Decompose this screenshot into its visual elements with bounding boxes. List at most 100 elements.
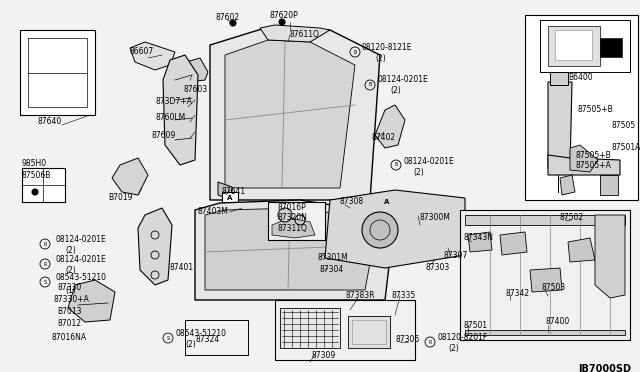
Polygon shape bbox=[180, 58, 208, 82]
Circle shape bbox=[279, 19, 285, 25]
Text: B: B bbox=[353, 49, 356, 55]
Text: 985H0: 985H0 bbox=[22, 158, 47, 167]
Bar bbox=[540, 20, 630, 72]
Text: 87400: 87400 bbox=[545, 317, 569, 327]
Circle shape bbox=[362, 212, 398, 248]
Text: 08120-8201F: 08120-8201F bbox=[437, 334, 487, 343]
Text: 87300M: 87300M bbox=[420, 214, 451, 222]
Text: B7013: B7013 bbox=[57, 308, 81, 317]
Text: (2): (2) bbox=[375, 54, 386, 62]
Polygon shape bbox=[163, 55, 198, 165]
Text: 87641: 87641 bbox=[222, 187, 246, 196]
Polygon shape bbox=[375, 105, 405, 148]
Bar bbox=[280, 308, 340, 348]
Text: 87505+B: 87505+B bbox=[575, 151, 611, 160]
Text: 87311Q: 87311Q bbox=[278, 224, 308, 234]
Text: 08124-0201E: 08124-0201E bbox=[403, 157, 454, 167]
Bar bbox=[380, 195, 395, 208]
Text: R: R bbox=[428, 340, 432, 344]
Polygon shape bbox=[68, 280, 115, 322]
Text: 87505+A: 87505+A bbox=[575, 161, 611, 170]
Text: B6400: B6400 bbox=[568, 74, 593, 83]
Polygon shape bbox=[218, 182, 232, 200]
Polygon shape bbox=[600, 175, 618, 195]
Polygon shape bbox=[570, 145, 598, 172]
Text: 08120-8121E: 08120-8121E bbox=[362, 44, 413, 52]
Text: 87330+A: 87330+A bbox=[53, 295, 89, 305]
Bar bbox=[20, 30, 95, 115]
Polygon shape bbox=[325, 190, 465, 268]
Bar bbox=[600, 38, 622, 57]
Bar bbox=[460, 210, 630, 340]
Text: 87335: 87335 bbox=[392, 291, 416, 299]
Text: 87012: 87012 bbox=[58, 320, 82, 328]
Circle shape bbox=[32, 189, 38, 195]
Polygon shape bbox=[595, 215, 625, 298]
Polygon shape bbox=[560, 175, 575, 195]
Bar bbox=[555, 30, 592, 60]
Text: 87016NA: 87016NA bbox=[52, 333, 87, 341]
Text: 87640: 87640 bbox=[38, 118, 62, 126]
Text: B7019: B7019 bbox=[108, 193, 132, 202]
Text: 87016P: 87016P bbox=[278, 202, 307, 212]
Polygon shape bbox=[112, 158, 148, 195]
Text: R: R bbox=[44, 241, 47, 247]
Text: 87303: 87303 bbox=[425, 263, 449, 273]
Text: JB7000SD: JB7000SD bbox=[579, 364, 632, 372]
Bar bbox=[22, 168, 65, 202]
Text: (1): (1) bbox=[65, 285, 76, 295]
Text: 87304: 87304 bbox=[320, 266, 344, 275]
Text: 87501: 87501 bbox=[464, 321, 488, 330]
Bar bbox=[548, 26, 600, 66]
Text: 87343N: 87343N bbox=[464, 232, 494, 241]
Bar bbox=[352, 320, 386, 344]
Polygon shape bbox=[195, 200, 395, 300]
Polygon shape bbox=[210, 28, 380, 200]
Bar bbox=[275, 300, 415, 360]
Text: 86607: 86607 bbox=[130, 48, 154, 57]
Text: 87309: 87309 bbox=[312, 350, 336, 359]
Text: B: B bbox=[394, 163, 397, 167]
Text: B: B bbox=[368, 83, 372, 87]
Polygon shape bbox=[500, 232, 527, 255]
Text: (2): (2) bbox=[65, 266, 76, 276]
Text: 87506B: 87506B bbox=[22, 170, 51, 180]
Text: 87609: 87609 bbox=[152, 131, 176, 140]
Text: 08124-0201E: 08124-0201E bbox=[55, 235, 106, 244]
Text: 87505+B: 87505+B bbox=[578, 106, 614, 115]
Text: 08543-51210: 08543-51210 bbox=[175, 328, 226, 337]
Bar bbox=[28, 38, 87, 107]
Text: A: A bbox=[227, 195, 233, 201]
Text: 87308: 87308 bbox=[340, 198, 364, 206]
Polygon shape bbox=[272, 218, 315, 238]
Text: 08124-0201E: 08124-0201E bbox=[378, 76, 429, 84]
Text: 87602: 87602 bbox=[215, 13, 239, 22]
Text: 87330: 87330 bbox=[58, 283, 83, 292]
Text: S: S bbox=[166, 336, 170, 340]
Text: 8760LM: 8760LM bbox=[155, 113, 185, 122]
Text: 08124-0201E: 08124-0201E bbox=[55, 256, 106, 264]
Text: 87301M: 87301M bbox=[318, 253, 349, 263]
Bar bbox=[268, 202, 325, 240]
Polygon shape bbox=[548, 155, 620, 175]
Text: 87306: 87306 bbox=[396, 336, 420, 344]
Text: 08543-51210: 08543-51210 bbox=[55, 273, 106, 282]
Text: 87401: 87401 bbox=[170, 263, 194, 273]
Text: 873D7+A: 873D7+A bbox=[155, 97, 192, 106]
Text: 87403M: 87403M bbox=[198, 208, 229, 217]
Polygon shape bbox=[225, 40, 355, 188]
Text: 87502: 87502 bbox=[560, 212, 584, 221]
Polygon shape bbox=[568, 238, 595, 262]
Text: 87620P: 87620P bbox=[270, 10, 299, 19]
Bar bbox=[185, 320, 248, 355]
Text: (2): (2) bbox=[413, 167, 424, 176]
Text: 87307: 87307 bbox=[444, 250, 468, 260]
Text: 87342: 87342 bbox=[506, 289, 530, 298]
Text: 87501A: 87501A bbox=[612, 144, 640, 153]
Text: (2): (2) bbox=[65, 247, 76, 256]
Text: R: R bbox=[44, 262, 47, 266]
Text: A: A bbox=[384, 199, 390, 205]
Text: 87603: 87603 bbox=[183, 86, 207, 94]
Text: S: S bbox=[44, 279, 47, 285]
Bar bbox=[222, 192, 238, 205]
